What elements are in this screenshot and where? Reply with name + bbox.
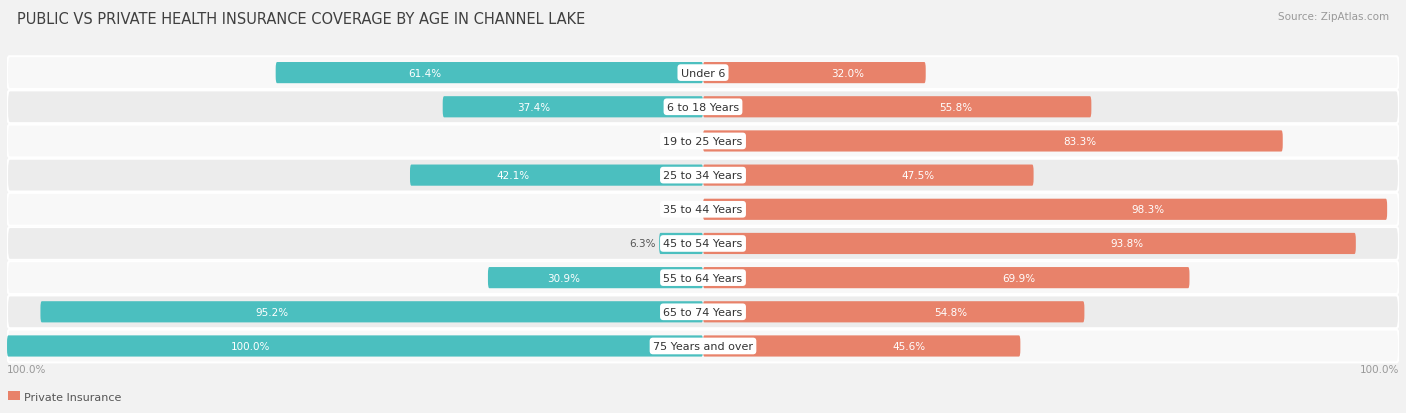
FancyBboxPatch shape [7, 57, 1399, 90]
Text: 100.0%: 100.0% [1360, 364, 1399, 374]
Text: 35 to 44 Years: 35 to 44 Years [664, 205, 742, 215]
Text: 19 to 25 Years: 19 to 25 Years [664, 137, 742, 147]
Text: 25 to 34 Years: 25 to 34 Years [664, 171, 742, 180]
FancyBboxPatch shape [703, 301, 1084, 323]
Text: PUBLIC VS PRIVATE HEALTH INSURANCE COVERAGE BY AGE IN CHANNEL LAKE: PUBLIC VS PRIVATE HEALTH INSURANCE COVER… [17, 12, 585, 27]
Text: 47.5%: 47.5% [901, 171, 935, 180]
FancyBboxPatch shape [7, 159, 1399, 192]
Text: Source: ZipAtlas.com: Source: ZipAtlas.com [1278, 12, 1389, 22]
FancyBboxPatch shape [703, 336, 1021, 357]
Text: 0.0%: 0.0% [666, 137, 693, 147]
FancyBboxPatch shape [7, 296, 1399, 328]
Text: 32.0%: 32.0% [831, 69, 865, 78]
FancyBboxPatch shape [703, 131, 1282, 152]
FancyBboxPatch shape [276, 63, 703, 84]
Text: 100.0%: 100.0% [7, 364, 46, 374]
FancyBboxPatch shape [7, 228, 1399, 260]
Text: 95.2%: 95.2% [256, 307, 288, 317]
Text: 45.6%: 45.6% [893, 341, 925, 351]
Text: 45 to 54 Years: 45 to 54 Years [664, 239, 742, 249]
Text: 100.0%: 100.0% [231, 341, 270, 351]
Text: 61.4%: 61.4% [409, 69, 441, 78]
Text: 75 Years and over: 75 Years and over [652, 341, 754, 351]
Text: 6 to 18 Years: 6 to 18 Years [666, 102, 740, 112]
Legend: Public Insurance, Private Insurance: Public Insurance, Private Insurance [0, 392, 121, 401]
FancyBboxPatch shape [7, 330, 1399, 363]
Text: 30.9%: 30.9% [547, 273, 579, 283]
Text: 54.8%: 54.8% [935, 307, 967, 317]
FancyBboxPatch shape [443, 97, 703, 118]
FancyBboxPatch shape [703, 63, 925, 84]
Text: 6.3%: 6.3% [628, 239, 655, 249]
FancyBboxPatch shape [7, 91, 1399, 124]
FancyBboxPatch shape [659, 233, 703, 254]
FancyBboxPatch shape [7, 336, 703, 357]
FancyBboxPatch shape [703, 233, 1355, 254]
FancyBboxPatch shape [7, 261, 1399, 294]
FancyBboxPatch shape [703, 97, 1091, 118]
Text: 42.1%: 42.1% [496, 171, 529, 180]
Text: 83.3%: 83.3% [1063, 137, 1097, 147]
Text: 93.8%: 93.8% [1111, 239, 1144, 249]
Text: 65 to 74 Years: 65 to 74 Years [664, 307, 742, 317]
FancyBboxPatch shape [703, 165, 1033, 186]
Text: 98.3%: 98.3% [1132, 205, 1164, 215]
FancyBboxPatch shape [7, 193, 1399, 226]
Text: 69.9%: 69.9% [1002, 273, 1036, 283]
Text: 55 to 64 Years: 55 to 64 Years [664, 273, 742, 283]
FancyBboxPatch shape [411, 165, 703, 186]
Text: 55.8%: 55.8% [939, 102, 972, 112]
FancyBboxPatch shape [41, 301, 703, 323]
FancyBboxPatch shape [488, 267, 703, 289]
FancyBboxPatch shape [7, 125, 1399, 158]
FancyBboxPatch shape [703, 199, 1388, 221]
Text: 0.0%: 0.0% [666, 205, 693, 215]
FancyBboxPatch shape [703, 267, 1189, 289]
Text: Under 6: Under 6 [681, 69, 725, 78]
Text: 37.4%: 37.4% [517, 102, 550, 112]
